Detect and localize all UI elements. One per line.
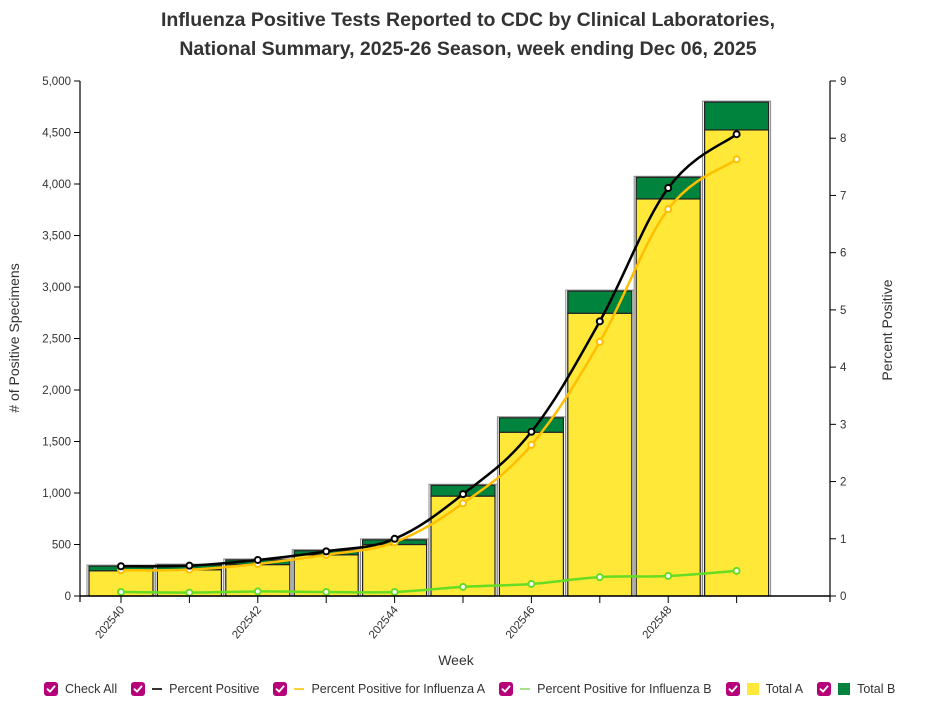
point-percent-positive [322,547,331,556]
point-percent-positive [664,184,673,193]
y-tick-label: 500 [52,540,71,552]
point-percent-positive-for-influenza-b [459,582,467,591]
chart-plot: 0 500 1,000 1,500 2,000 2,500 3,000 3,500 4,000 4… [6,76,895,668]
legend-item-percent-positive[interactable]: Percent Positive [131,682,259,696]
point-percent-positive-for-influenza-a [664,205,673,214]
bar-total-a [703,129,770,597]
y-tick-label: 1,500 [42,437,71,449]
checkbox-checked-icon[interactable] [44,682,58,696]
y-tick-label: 3,000 [42,282,71,294]
x-tick-label: 202542 [230,604,264,641]
point-percent-positive [253,555,262,564]
checkbox-checked-icon[interactable] [131,682,146,696]
legend-label: Percent Positive for Influenza B [537,682,712,696]
legend-box-swatch [746,683,759,695]
y-tick-label: 4,000 [42,179,71,191]
lines-layer [117,130,741,597]
y2-tick-label: 7 [840,190,846,202]
point-percent-positive-for-influenza-b [732,566,741,575]
point-percent-positive-for-influenza-b [390,587,399,596]
point-percent-positive-for-influenza-b [253,587,262,596]
point-percent-positive [390,534,399,543]
y2-tick-label: 2 [840,477,846,489]
point-percent-positive-for-influenza-a [527,440,536,449]
y-tick-label: 1,000 [42,488,71,500]
y-axis-label: # of Positive Specimens [6,263,22,412]
y2-tick-label: 0 [840,591,846,603]
legend-label: Percent Positive [169,682,260,696]
legend-check-all[interactable]: Check All [44,682,117,696]
checkbox-checked-icon[interactable] [817,682,832,696]
y2-tick-label: 4 [840,362,847,374]
bar-total-a [567,312,633,597]
legend: Check All Percent Positive Percent Posit… [44,682,909,696]
point-percent-positive [732,130,741,139]
y-tick-label: 3,500 [42,231,71,243]
legend-item-total-a[interactable]: Total A [725,682,804,696]
y2-axis-label: Percent Positive [879,279,895,380]
checkbox-checked-icon[interactable] [499,682,514,696]
legend-check-all-label: Check All [65,682,118,696]
legend-label: Percent Positive for Influenza A [311,682,486,696]
y-tick-label: 2,000 [42,385,71,397]
point-percent-positive-for-influenza-b [527,579,536,588]
line-percent-positive-for-influenza-b [120,569,737,594]
legend-line-swatch [294,688,305,690]
chart-title: Influenza Positive Tests Reported to CDC… [0,6,936,64]
x-tick-label: 202540 [93,604,127,641]
bar-total-a [635,198,701,597]
bar-total-a [498,431,564,597]
legend-label: Total B [857,682,896,696]
bar-total-a [362,543,428,597]
point-percent-positive-for-influenza-b [664,571,673,580]
point-percent-positive [185,561,194,570]
point-percent-positive [595,317,604,326]
point-percent-positive-for-influenza-b [322,587,331,596]
y2-tick-label: 6 [840,248,846,260]
checkbox-checked-icon[interactable] [725,682,740,696]
legend-line-swatch [520,688,531,690]
y-tick-label: 2,500 [42,334,71,346]
legend-box-swatch [838,683,851,695]
bars-layer [86,100,772,597]
y-tick-label: 5,000 [42,76,71,88]
chart-title-line-2: National Summary, 2025-26 Season, week e… [179,38,757,60]
point-percent-positive [459,490,467,499]
y2-tick-label: 3 [840,419,846,431]
point-percent-positive-for-influenza-a [459,499,467,508]
legend-label: Total A [765,682,804,696]
line-percent-positive [120,133,738,568]
point-percent-positive-for-influenza-b [595,573,604,582]
bar-total-b [567,290,633,314]
y2-tick-label: 9 [840,76,846,88]
y2-tick-label: 8 [840,133,846,145]
bar-total-b [703,101,770,131]
bar-total-a [430,495,496,597]
chart-title-line-1: Influenza Positive Tests Reported to CDC… [160,9,775,31]
legend-item-percent-positive-flu-a[interactable]: Percent Positive for Influenza A [273,682,485,696]
point-percent-positive [117,562,125,571]
x-tick-label: 202548 [641,604,675,641]
point-percent-positive-for-influenza-b [185,588,194,597]
y2-tick-label: 1 [840,534,846,546]
y-tick-label: 0 [65,591,71,603]
legend-item-total-b[interactable]: Total B [817,682,895,696]
x-tick-label: 202546 [504,604,538,641]
point-percent-positive-for-influenza-a [595,337,604,346]
legend-item-percent-positive-flu-b[interactable]: Percent Positive for Influenza B [499,682,712,696]
legend-line-swatch [152,688,163,690]
point-percent-positive-for-influenza-b [117,587,125,596]
y2-tick-label: 5 [840,305,846,317]
checkbox-checked-icon[interactable] [273,682,288,696]
point-percent-positive [527,427,536,436]
y-tick-label: 4,500 [42,128,71,140]
x-tick-label: 202544 [367,604,401,642]
point-percent-positive-for-influenza-a [732,155,741,164]
x-axis-label: Week [438,652,475,668]
